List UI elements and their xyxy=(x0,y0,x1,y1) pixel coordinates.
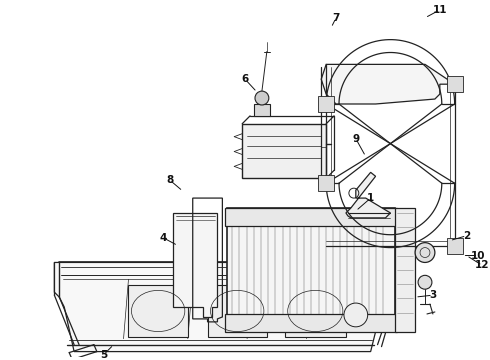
Bar xyxy=(225,208,397,226)
Text: 8: 8 xyxy=(167,175,173,185)
Text: 4: 4 xyxy=(159,233,167,243)
Bar xyxy=(128,285,188,337)
Bar xyxy=(285,285,346,337)
Text: 3: 3 xyxy=(429,290,437,300)
Bar xyxy=(227,208,395,332)
Bar xyxy=(447,76,463,92)
Text: 6: 6 xyxy=(242,74,249,84)
Circle shape xyxy=(415,243,435,262)
Bar xyxy=(318,96,334,112)
Polygon shape xyxy=(321,64,455,104)
Bar xyxy=(395,208,415,332)
Bar xyxy=(208,285,267,337)
Text: 5: 5 xyxy=(100,350,107,360)
Text: 2: 2 xyxy=(463,231,470,241)
Text: 12: 12 xyxy=(475,260,490,270)
Polygon shape xyxy=(346,172,391,218)
Text: 11: 11 xyxy=(433,5,447,15)
Text: 9: 9 xyxy=(352,134,359,144)
Bar xyxy=(254,104,270,116)
Text: 7: 7 xyxy=(332,13,340,23)
Text: 1: 1 xyxy=(367,193,374,203)
Bar xyxy=(225,314,397,332)
Circle shape xyxy=(344,303,368,327)
Circle shape xyxy=(418,275,432,289)
Polygon shape xyxy=(173,213,218,317)
Bar xyxy=(447,238,463,253)
Bar xyxy=(242,124,326,178)
Circle shape xyxy=(255,91,269,105)
Polygon shape xyxy=(54,262,415,352)
Text: 10: 10 xyxy=(471,251,486,261)
Bar xyxy=(318,175,334,191)
